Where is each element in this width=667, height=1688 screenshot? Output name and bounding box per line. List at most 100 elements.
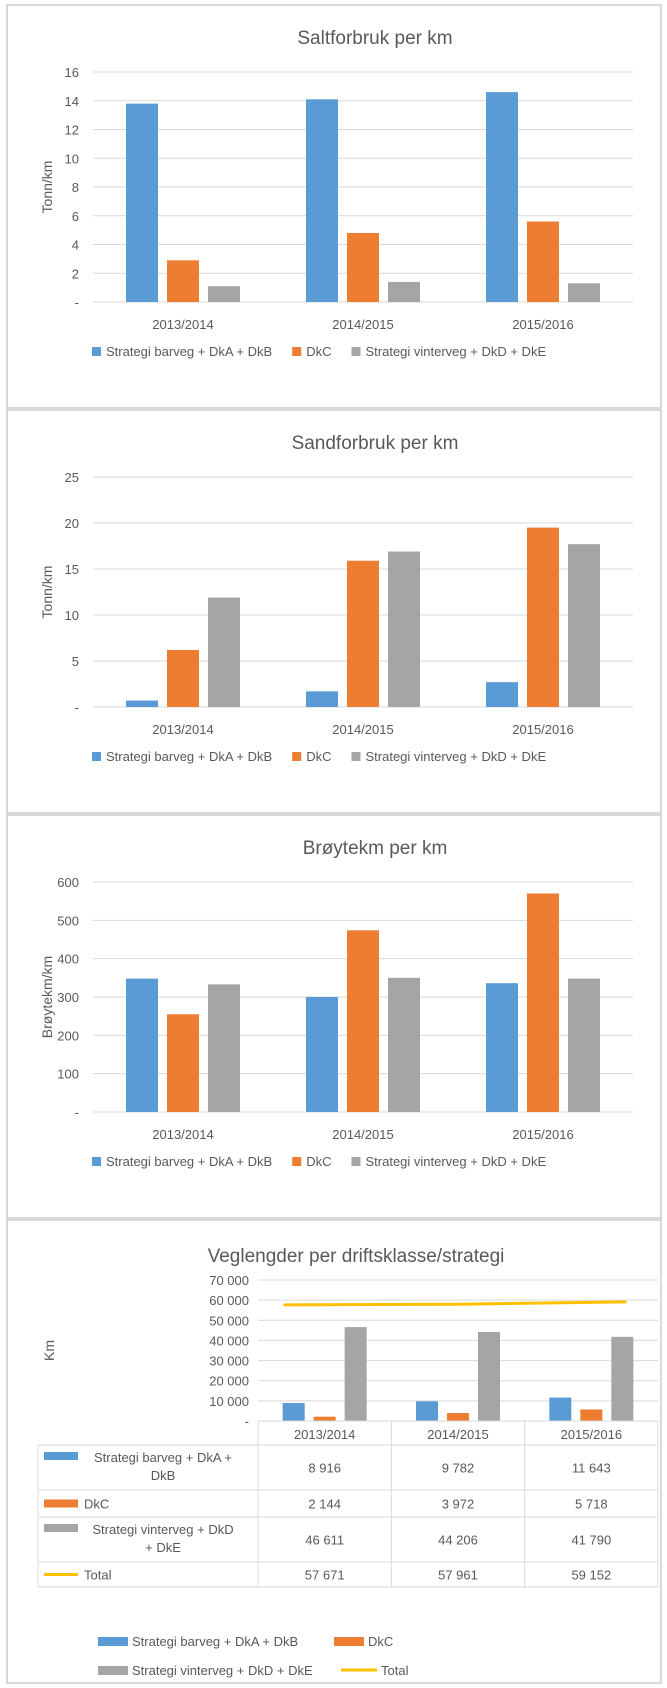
- bar-barveg: [486, 682, 518, 707]
- bar-dkc: [580, 1409, 603, 1421]
- y-tick-label: 25: [65, 470, 79, 485]
- y-tick-label: 60 000: [209, 1293, 249, 1308]
- y-tick-label: -: [245, 1414, 249, 1429]
- veglengder-chart-panel: Veglengder per driftsklasse/strategi - 10 …: [6, 1219, 662, 1684]
- bar-dkc: [167, 1014, 199, 1112]
- table-header-cell: 2014/2015: [427, 1427, 488, 1442]
- sandforbruk-chart: Sandforbruk per km - 5 10 15 20 25 Tonn/km 2013/…: [39, 433, 633, 764]
- y-tick-label: 2: [72, 266, 79, 281]
- y-tick-label: 70 000: [209, 1273, 249, 1288]
- bar-barveg: [306, 997, 338, 1112]
- bar-dkc: [527, 893, 559, 1112]
- legend-entry: Strategi vinterveg + DkD + DkE: [365, 1154, 546, 1169]
- x-tick-label: 2015/2016: [512, 1127, 573, 1142]
- y-tick-label: 40 000: [209, 1333, 249, 1348]
- legend-swatch: [334, 1637, 364, 1646]
- y-tick-label: 20 000: [209, 1374, 249, 1389]
- bar-vinterveg: [208, 597, 240, 707]
- table-row-label: DkC: [84, 1497, 109, 1512]
- bar-dkc: [167, 260, 199, 302]
- table-row-label: DkB: [151, 1468, 176, 1483]
- bar-barveg: [126, 700, 158, 707]
- y-tick-label: 10: [65, 608, 79, 623]
- table-cell: 57 961: [438, 1568, 478, 1583]
- bar-vinterveg: [478, 1331, 500, 1421]
- table-legend-swatch: [44, 1499, 78, 1508]
- legend-swatch: [292, 1157, 302, 1166]
- y-tick-label: 100: [57, 1067, 79, 1082]
- table-cell: 8 916: [308, 1461, 341, 1476]
- bar-vinterveg: [568, 283, 600, 302]
- y-axis-label: Tonn/km: [39, 161, 55, 214]
- legend-entry: DkC: [306, 344, 331, 359]
- y-tick-label: 15: [65, 562, 79, 577]
- bar-barveg: [549, 1397, 572, 1421]
- legend-swatch: [92, 752, 101, 761]
- broytekm-chart-panel: Brøytekm per km - 100 200 300 400 500 600 Brøyte…: [6, 814, 662, 1219]
- legend-entry: Strategi barveg + DkA + DkB: [106, 749, 272, 764]
- table-cell: 41 790: [571, 1533, 611, 1548]
- table-cell: 11 643: [572, 1461, 611, 1476]
- y-tick-label: 16: [65, 65, 79, 80]
- table-legend-swatch: [44, 1452, 78, 1460]
- y-tick-label: 4: [72, 238, 79, 253]
- legend-entry: Strategi barveg + DkA + DkB: [106, 1154, 272, 1169]
- table-cell: 46 611: [305, 1533, 344, 1548]
- y-tick-label: 10: [65, 151, 79, 166]
- y-tick-label: 500: [57, 913, 79, 928]
- table-cell: 9 782: [442, 1461, 475, 1476]
- x-tick-label: 2014/2015: [332, 317, 393, 332]
- bar-dkc: [347, 560, 379, 707]
- y-tick-label: 50 000: [209, 1313, 249, 1328]
- y-tick-label: 10 000: [209, 1394, 249, 1409]
- saltforbruk-chart: Saltforbruk per km - 2 4 6 8 10 12 14 16 Tonn/km 20…: [39, 28, 633, 359]
- table-cell: 59 152: [571, 1568, 611, 1583]
- bar-vinterveg: [208, 286, 240, 302]
- legend-swatch: [98, 1666, 128, 1675]
- bar-barveg: [416, 1401, 438, 1421]
- table-cell: 57 671: [305, 1568, 345, 1583]
- y-axis-label: Tonn/km: [39, 566, 55, 619]
- saltforbruk-chart-panel: Saltforbruk per km - 2 4 6 8 10 12 14 16 Tonn/km 20…: [6, 4, 662, 409]
- veglengder-chart: Veglengder per driftsklasse/strategi - 10 …: [37, 1246, 659, 1678]
- bar-vinterveg: [208, 984, 240, 1112]
- legend-swatch: [92, 1157, 101, 1166]
- table-row-label: Strategi vinterveg + DkD: [92, 1522, 233, 1537]
- y-tick-label: 14: [65, 94, 79, 109]
- bar-barveg: [126, 978, 158, 1112]
- x-tick-label: 2015/2016: [512, 317, 573, 332]
- bar-dkc: [447, 1412, 469, 1421]
- table-legend-swatch: [44, 1524, 78, 1532]
- y-tick-label: 20: [65, 516, 79, 531]
- bar-barveg: [306, 691, 338, 707]
- table-header-cell: 2013/2014: [294, 1427, 355, 1442]
- chart-title: Sandforbruk per km: [292, 433, 459, 454]
- sandforbruk-chart-panel: Sandforbruk per km - 5 10 15 20 25 Tonn/km 2013/…: [6, 409, 662, 814]
- table-cell: 3 972: [442, 1497, 475, 1512]
- y-axis-label: Brøytekm/km: [39, 956, 55, 1038]
- bar-barveg: [306, 99, 338, 302]
- y-tick-label: 200: [57, 1028, 79, 1043]
- chart-title: Veglengder per driftsklasse/strategi: [208, 1246, 505, 1267]
- legend-swatch: [98, 1637, 128, 1646]
- legend-entry: DkC: [368, 1634, 393, 1649]
- y-tick-label: 300: [57, 990, 79, 1005]
- line-total: [283, 1300, 627, 1307]
- legend-entry: Strategi vinterveg + DkD + DkE: [365, 749, 546, 764]
- table-cell: 44 206: [438, 1533, 478, 1548]
- bar-barveg: [126, 103, 158, 302]
- x-tick-label: 2015/2016: [512, 722, 573, 737]
- legend-entry: Strategi barveg + DkA + DkB: [132, 1634, 298, 1649]
- legend-swatch: [351, 752, 361, 761]
- x-tick-label: 2014/2015: [332, 722, 393, 737]
- y-tick-label: 600: [57, 875, 79, 890]
- bar-vinterveg: [568, 978, 600, 1112]
- x-tick-label: 2013/2014: [152, 1127, 213, 1142]
- y-tick-label: -: [75, 1105, 79, 1120]
- y-axis-label: Km: [41, 1340, 57, 1361]
- table-header-cell: 2015/2016: [561, 1427, 622, 1442]
- bar-dkc: [313, 1416, 336, 1421]
- legend-entry: DkC: [306, 1154, 331, 1169]
- bar-vinterveg: [344, 1327, 367, 1421]
- bar-barveg: [486, 983, 518, 1112]
